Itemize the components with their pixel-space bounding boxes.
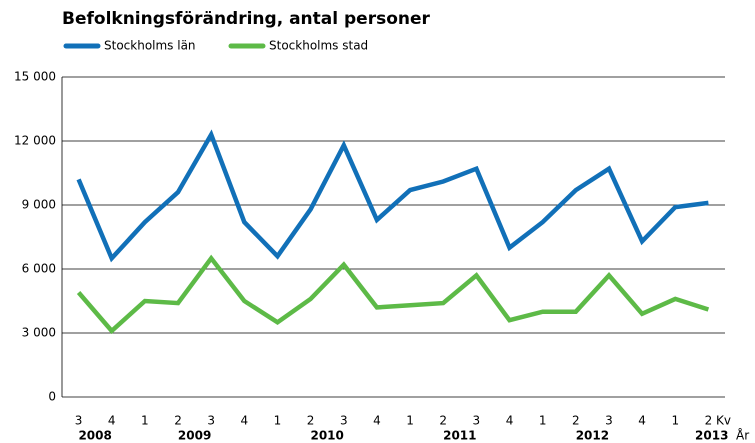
legend-label: Stockholms län bbox=[104, 39, 196, 53]
x-tick-label: 3 bbox=[605, 414, 613, 428]
x-tick-label: 1 bbox=[274, 414, 282, 428]
x-axis-label: Kv bbox=[716, 414, 731, 428]
x-tick-label: 4 bbox=[373, 414, 381, 428]
year-axis-label: År bbox=[736, 428, 749, 443]
year-label: 2008 bbox=[78, 429, 111, 443]
year-label: 2009 bbox=[178, 429, 211, 443]
series-line bbox=[76, 129, 709, 263]
y-tick-label: 15 000 bbox=[14, 70, 56, 84]
y-tick-label: 0 bbox=[48, 390, 56, 404]
x-tick-label: 1 bbox=[406, 414, 414, 428]
chart-title: Befolkningsförändring, antal personer bbox=[62, 9, 431, 29]
x-tick-label: 2 bbox=[307, 414, 315, 428]
x-tick-label: 3 bbox=[473, 414, 481, 428]
legend-label: Stockholms stad bbox=[269, 39, 368, 53]
series-line bbox=[76, 254, 710, 335]
x-tick-label: 2 bbox=[705, 414, 713, 428]
year-label: 2010 bbox=[310, 429, 343, 443]
y-tick-label: 12 000 bbox=[14, 134, 56, 148]
x-tick-label: 2 bbox=[174, 414, 182, 428]
x-tick-label: 1 bbox=[671, 414, 679, 428]
year-label: 2013 bbox=[695, 429, 728, 443]
y-tick-label: 6 000 bbox=[22, 262, 56, 276]
x-tick-label: 4 bbox=[241, 414, 249, 428]
x-tick-label: 2 bbox=[439, 414, 447, 428]
x-tick-label: 4 bbox=[108, 414, 116, 428]
x-tick-label: 4 bbox=[638, 414, 646, 428]
x-tick-label: 3 bbox=[340, 414, 348, 428]
x-tick-label: 1 bbox=[141, 414, 149, 428]
x-tick-label: 3 bbox=[207, 414, 215, 428]
y-tick-label: 9 000 bbox=[22, 198, 56, 212]
year-label: 2011 bbox=[443, 429, 476, 443]
x-tick-label: 3 bbox=[75, 414, 83, 428]
x-tick-label: 1 bbox=[539, 414, 547, 428]
x-tick-label: 4 bbox=[506, 414, 514, 428]
x-tick-label: 2 bbox=[572, 414, 580, 428]
year-label: 2012 bbox=[576, 429, 609, 443]
y-tick-label: 3 000 bbox=[22, 326, 56, 340]
